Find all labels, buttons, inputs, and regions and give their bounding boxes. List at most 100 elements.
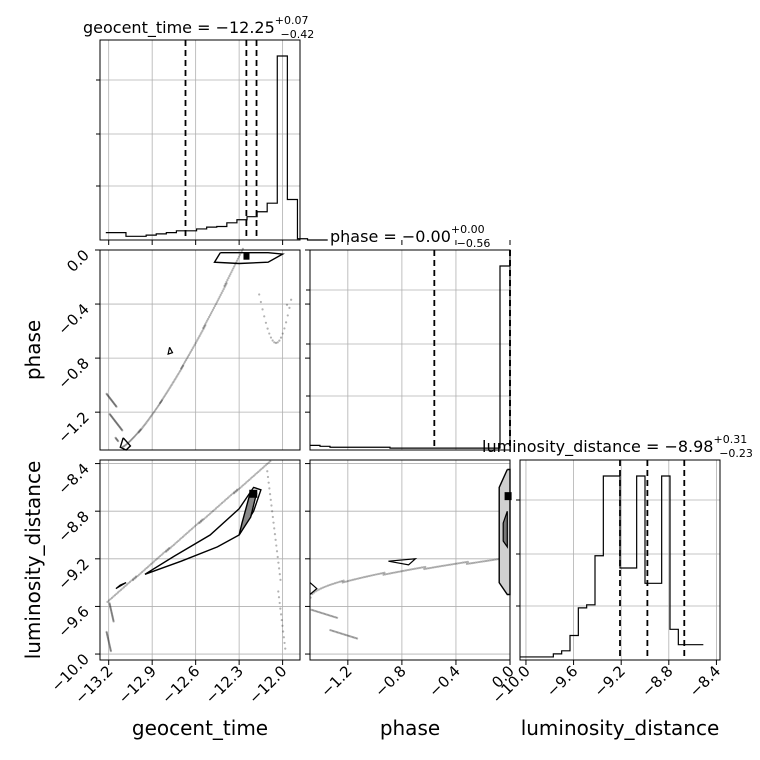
sample-point xyxy=(109,648,112,651)
sample-point xyxy=(155,407,158,411)
sample-point xyxy=(108,644,111,647)
sample-point xyxy=(205,515,209,518)
sample-point xyxy=(168,546,171,550)
sample-point xyxy=(411,567,415,571)
x-tick-label-geocent-time: −12.6 xyxy=(158,662,203,707)
sample-point xyxy=(195,523,198,526)
sample-point xyxy=(134,575,138,578)
panel-frame xyxy=(99,39,301,241)
sample-point xyxy=(274,341,278,345)
sample-point xyxy=(488,559,491,562)
sample-point xyxy=(282,636,285,639)
sample-point xyxy=(139,572,142,575)
sample-point xyxy=(165,550,168,553)
sample-point xyxy=(196,338,199,341)
sample-point xyxy=(261,308,264,311)
sample-point xyxy=(272,521,275,524)
sample-point xyxy=(207,513,210,517)
sample-point xyxy=(165,549,168,552)
sample-point xyxy=(223,499,227,502)
sample-point xyxy=(144,568,147,571)
sample-point xyxy=(288,306,291,309)
sample-point xyxy=(275,544,278,547)
sample-point xyxy=(442,564,445,567)
sample-point xyxy=(118,590,121,593)
sample-point xyxy=(181,366,184,369)
sample-point xyxy=(260,468,263,471)
sample-point xyxy=(107,395,110,398)
sample-point xyxy=(328,583,331,587)
xlabel-luminosity-distance: luminosity_distance xyxy=(521,716,720,740)
sample-point xyxy=(234,490,237,493)
sample-point xyxy=(109,398,112,401)
x-tick-label-geocent-time: −12.3 xyxy=(202,662,247,707)
sample-point xyxy=(129,439,133,442)
sample-point xyxy=(353,636,356,639)
sample-point xyxy=(231,492,234,495)
sample-point xyxy=(181,535,184,538)
sample-point xyxy=(109,605,112,609)
sample-point xyxy=(245,481,248,484)
sample-point xyxy=(176,374,179,377)
sample-point xyxy=(108,603,111,606)
sample-point xyxy=(160,399,163,402)
sample-point xyxy=(108,602,111,605)
sample-point xyxy=(111,417,114,420)
sample-point xyxy=(229,273,232,276)
sample-point xyxy=(322,612,325,615)
sample-point xyxy=(172,380,175,384)
sample-point xyxy=(351,636,355,639)
sample-point xyxy=(110,415,113,418)
sample-point xyxy=(231,269,234,272)
sample-point xyxy=(211,509,215,513)
sample-point xyxy=(358,576,362,580)
sample-point xyxy=(109,414,112,417)
sample-point xyxy=(310,608,313,611)
sample-point xyxy=(364,575,367,578)
sample-point xyxy=(121,587,124,590)
xlabel-phase: phase xyxy=(380,716,440,740)
sample-point xyxy=(226,278,229,282)
sample-point xyxy=(216,299,219,302)
sample-point xyxy=(343,580,346,584)
contour xyxy=(309,582,318,595)
sample-point xyxy=(281,624,284,627)
sample-point xyxy=(224,282,227,285)
sample-point xyxy=(216,505,219,509)
sample-point xyxy=(109,413,112,416)
sample-point xyxy=(140,427,143,430)
sample-point xyxy=(277,590,280,593)
x-tick-label-luminosity-distance: −9.2 xyxy=(591,662,629,700)
sample-point xyxy=(219,293,222,296)
sample-point xyxy=(108,645,111,648)
sample-point xyxy=(113,403,117,406)
sample-point xyxy=(117,424,120,427)
sample-point xyxy=(210,310,214,313)
sample-point xyxy=(467,562,470,565)
sample-point xyxy=(166,548,169,551)
sample-point xyxy=(352,578,355,581)
sample-point xyxy=(284,647,287,650)
sample-point xyxy=(342,579,345,582)
sample-point xyxy=(383,571,386,574)
panel-luminosity-distance-vs-phase xyxy=(309,459,512,661)
sample-point xyxy=(116,438,119,441)
sample-point xyxy=(114,437,118,440)
sample-point xyxy=(110,611,113,614)
sample-point xyxy=(452,562,455,566)
sample-point xyxy=(123,444,126,448)
sample-point xyxy=(405,569,408,572)
sample-point xyxy=(211,308,215,311)
sample-point xyxy=(177,539,180,542)
sample-point xyxy=(121,429,124,432)
sample-point xyxy=(113,402,116,406)
sample-point xyxy=(243,482,246,485)
sample-point xyxy=(127,582,130,585)
histogram-step-luminosity-distance xyxy=(520,475,704,658)
sample-point xyxy=(263,465,266,468)
sample-point xyxy=(156,405,160,408)
y-tick-label-phase: −1.2 xyxy=(54,408,92,446)
sample-point xyxy=(258,293,261,296)
sample-point xyxy=(115,592,118,595)
sample-point xyxy=(276,555,279,559)
